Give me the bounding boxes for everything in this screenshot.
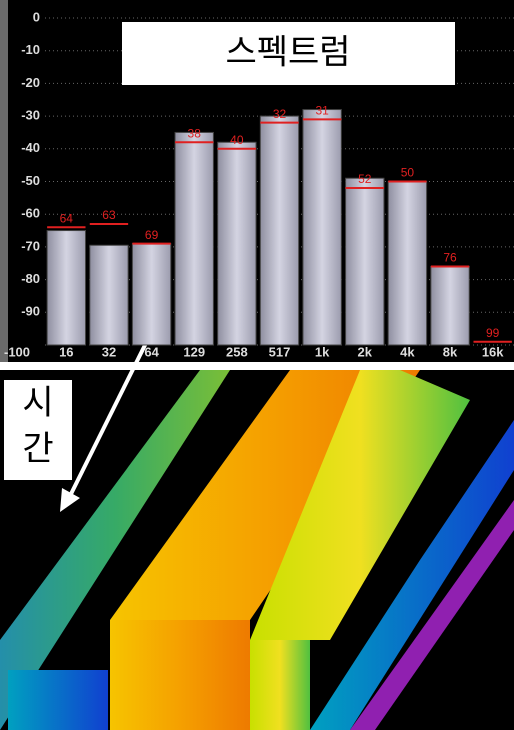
peak-label: 32 <box>273 107 287 121</box>
bar <box>174 131 214 346</box>
y-tick-label: -60 <box>21 206 40 221</box>
waterfall-block <box>8 670 108 730</box>
bar <box>387 181 428 346</box>
bar <box>131 243 172 346</box>
y-tick-label: -90 <box>21 304 40 319</box>
x-tick-label: 517 <box>269 344 291 359</box>
bar <box>89 244 129 346</box>
peak-label: 31 <box>315 104 329 118</box>
x-tick-label: 129 <box>183 344 205 359</box>
waterfall-band <box>350 500 514 730</box>
waterfall-band <box>250 370 470 640</box>
x-tick-label: 16k <box>482 344 504 359</box>
peak-label: 69 <box>145 228 159 242</box>
y-tick-label: -30 <box>21 108 40 123</box>
divider <box>0 362 514 370</box>
x-tick-label: 258 <box>226 344 248 359</box>
arrow <box>66 334 152 501</box>
peak-label: 50 <box>401 166 415 180</box>
y-tick-label: -20 <box>21 75 40 90</box>
x-tick-label: 8k <box>443 344 458 359</box>
peak-label: 76 <box>443 251 457 265</box>
peak-label: 40 <box>230 133 244 147</box>
x-tick-label: 32 <box>102 344 116 359</box>
frame <box>0 0 8 362</box>
peak-label: 64 <box>60 211 74 225</box>
chart-title: 스펙트럼 <box>225 33 350 73</box>
waterfall-band <box>310 420 514 730</box>
peak-label: 99 <box>486 326 500 340</box>
title-box <box>122 22 455 85</box>
annotation: 시간 <box>4 380 72 480</box>
y-tick-label: 0 <box>33 9 40 24</box>
bar <box>345 177 385 346</box>
y-tick-label: -40 <box>21 140 40 155</box>
y-tick-label: -100 <box>4 344 30 359</box>
waterfall <box>0 334 514 730</box>
peak-label: 38 <box>188 126 202 140</box>
bar <box>217 141 257 346</box>
x-tick-label: 2k <box>358 344 373 359</box>
arrow-head <box>60 488 80 512</box>
bar <box>259 115 300 346</box>
bar <box>46 230 87 346</box>
x-tick-label: 4k <box>400 344 415 359</box>
bar <box>302 109 342 346</box>
waterfall-block <box>250 640 310 730</box>
y-tick-label: -50 <box>21 173 40 188</box>
waterfall-block <box>110 620 250 730</box>
x-tick-label: 1k <box>315 344 330 359</box>
peak-label: 63 <box>102 208 116 222</box>
y-tick-label: -80 <box>21 271 40 286</box>
peak-label: 52 <box>358 172 372 186</box>
y-tick-label: -70 <box>21 238 40 253</box>
x-tick-label: 64 <box>144 344 159 359</box>
y-tick-label: -10 <box>21 42 40 57</box>
waterfall-band <box>0 370 230 730</box>
x-tick-label: 16 <box>59 344 73 359</box>
bar <box>430 266 470 346</box>
